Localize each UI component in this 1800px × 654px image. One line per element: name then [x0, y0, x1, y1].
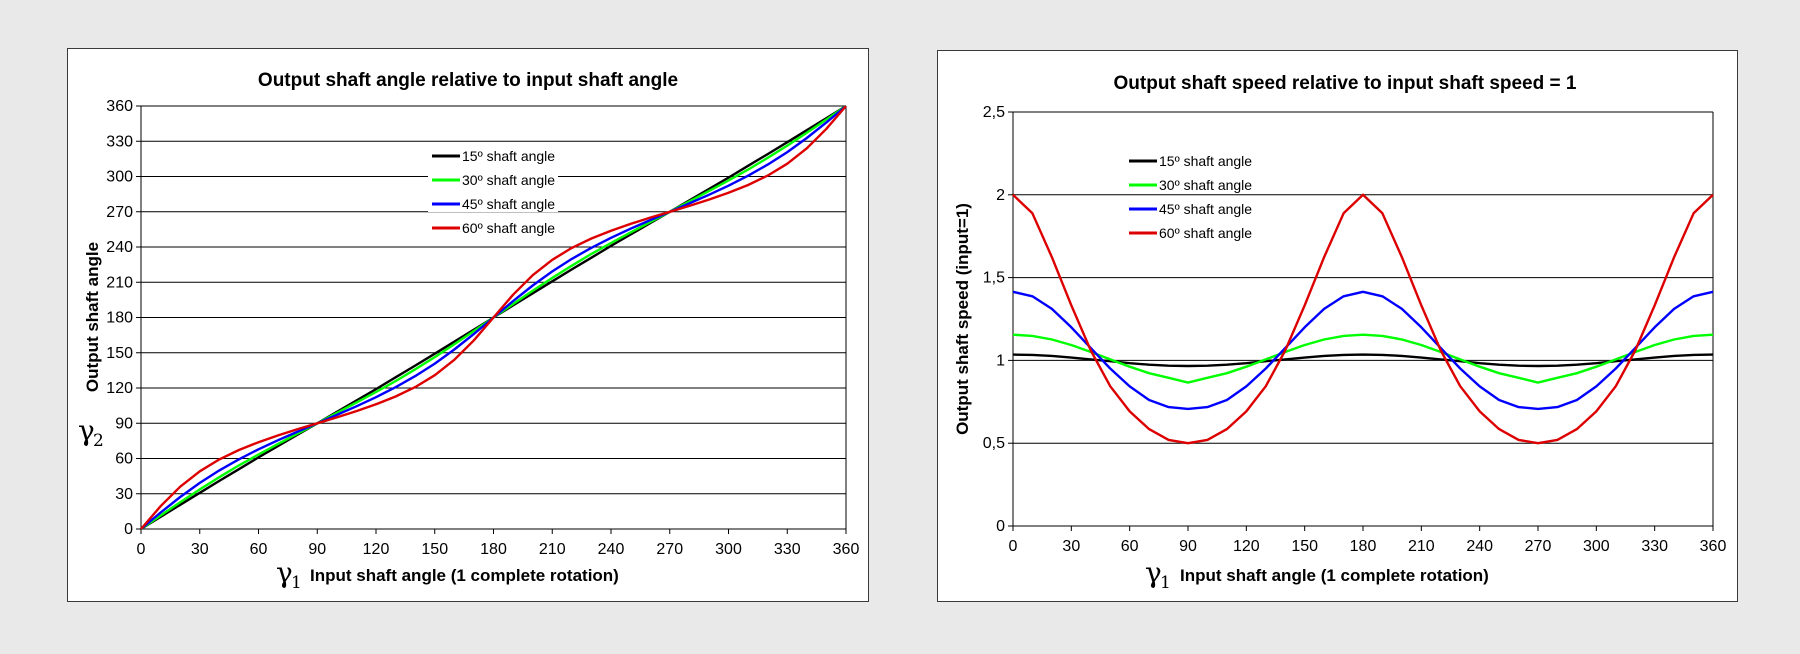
y-tick-label: 60: [115, 451, 133, 468]
x-tick-label: 150: [421, 541, 448, 558]
y-tick-label: 1: [996, 352, 1005, 369]
legend-label: 30º shaft angle: [1159, 177, 1252, 193]
legend-label: 60º shaft angle: [1159, 225, 1252, 241]
x-tick-label: 300: [1583, 538, 1610, 555]
legend-label: 15º shaft angle: [462, 148, 555, 164]
x-tick-label: 240: [1466, 538, 1493, 555]
x-tick-label: 210: [539, 541, 566, 558]
x-tick-label: 210: [1408, 538, 1435, 555]
series-line-3: [1012, 290, 1714, 411]
x-tick-label: 30: [191, 541, 209, 558]
x-tick-label: 300: [715, 541, 742, 558]
x-tick-label: 360: [833, 541, 860, 558]
legend-item-bg: [428, 218, 558, 236]
x-tick-label: 0: [1009, 538, 1018, 555]
x-axis-symbol-sub: 1: [291, 573, 302, 593]
x-tick-label: 180: [480, 541, 507, 558]
x-axis-symbol: γ: [276, 556, 293, 589]
x-tick-label: 270: [656, 541, 683, 558]
x-axis-title: Input shaft angle (1 complete rotation): [1180, 566, 1489, 585]
x-tick-label: 90: [1179, 538, 1197, 555]
y-tick-label: 270: [106, 204, 133, 221]
x-axis-symbol-sub: 1: [1160, 573, 1171, 593]
chart-panel-speed: Output shaft speed relative to input sha…: [937, 50, 1738, 602]
x-tick-label: 60: [1121, 538, 1139, 555]
y-tick-label: 90: [115, 415, 133, 432]
y-tick-label: 30: [115, 486, 133, 503]
x-tick-label: 150: [1291, 538, 1318, 555]
legend-label: 45º shaft angle: [462, 196, 555, 212]
chart-title: Output shaft angle relative to input sha…: [258, 70, 678, 91]
chart-speed-svg: Output shaft speed relative to input sha…: [953, 73, 1727, 593]
y-axis-symbol: γ: [78, 414, 95, 447]
legend: 15º shaft angle 30º shaft angle 45º shaft …: [1125, 151, 1255, 241]
series-line-1: [1012, 353, 1714, 368]
y-tick-label: 330: [106, 133, 133, 150]
series-line-4: [140, 105, 847, 530]
x-tick-label: 0: [137, 541, 146, 558]
x-tick-label: 330: [774, 541, 801, 558]
y-tick-label: 210: [106, 274, 133, 291]
y-tick-label: 150: [106, 345, 133, 362]
x-tick-label: 120: [1233, 538, 1260, 555]
legend: 15º shaft angle 30º shaft angle 45º shaft …: [428, 146, 558, 236]
legend-item-bg: [1125, 175, 1255, 193]
x-tick-label: 90: [308, 541, 326, 558]
legend-item-bg: [1125, 223, 1255, 241]
series-line-4: [1012, 193, 1714, 445]
y-tick-label: 240: [106, 239, 133, 256]
y-tick-label: 360: [106, 98, 133, 115]
x-tick-label: 60: [250, 541, 268, 558]
x-axis-title: Input shaft angle (1 complete rotation): [310, 566, 619, 585]
x-tick-label: 330: [1641, 538, 1668, 555]
y-tick-label: 0,5: [983, 435, 1005, 452]
legend-item-bg: [428, 146, 558, 164]
legend-label: 60º shaft angle: [462, 220, 555, 236]
y-tick-label: 0: [996, 518, 1005, 535]
y-tick-label: 1,5: [983, 270, 1005, 287]
legend-label: 30º shaft angle: [462, 172, 555, 188]
x-tick-label: 270: [1525, 538, 1552, 555]
y-tick-label: 2,5: [983, 104, 1005, 121]
x-tick-label: 240: [598, 541, 625, 558]
legend-item-bg: [1125, 151, 1255, 169]
y-axis-title: Output shaft angle: [83, 242, 102, 392]
x-tick-label: 30: [1062, 538, 1080, 555]
y-axis-title: Output shaft speed (input=1): [953, 203, 972, 435]
y-tick-label: 0: [124, 521, 133, 538]
y-tick-label: 180: [106, 310, 133, 327]
y-tick-label: 300: [106, 169, 133, 186]
legend-item-bg: [428, 170, 558, 188]
x-tick-label: 120: [363, 541, 390, 558]
series-line-2: [1012, 333, 1714, 384]
chart-panel-angle: Output shaft angle relative to input sha…: [67, 48, 869, 602]
chart-title: Output shaft speed relative to input sha…: [1114, 73, 1577, 94]
y-tick-label: 2: [996, 187, 1005, 204]
x-tick-label: 180: [1350, 538, 1377, 555]
chart-angle-svg: Output shaft angle relative to input sha…: [78, 70, 860, 593]
x-axis-symbol: γ: [1145, 556, 1162, 589]
y-axis-symbol-sub: 2: [93, 431, 104, 451]
x-tick-label: 360: [1700, 538, 1727, 555]
legend-item-bg: [428, 194, 558, 212]
legend-label: 15º shaft angle: [1159, 153, 1252, 169]
legend-label: 45º shaft angle: [1159, 201, 1252, 217]
y-tick-label: 120: [106, 380, 133, 397]
legend-item-bg: [1125, 199, 1255, 217]
